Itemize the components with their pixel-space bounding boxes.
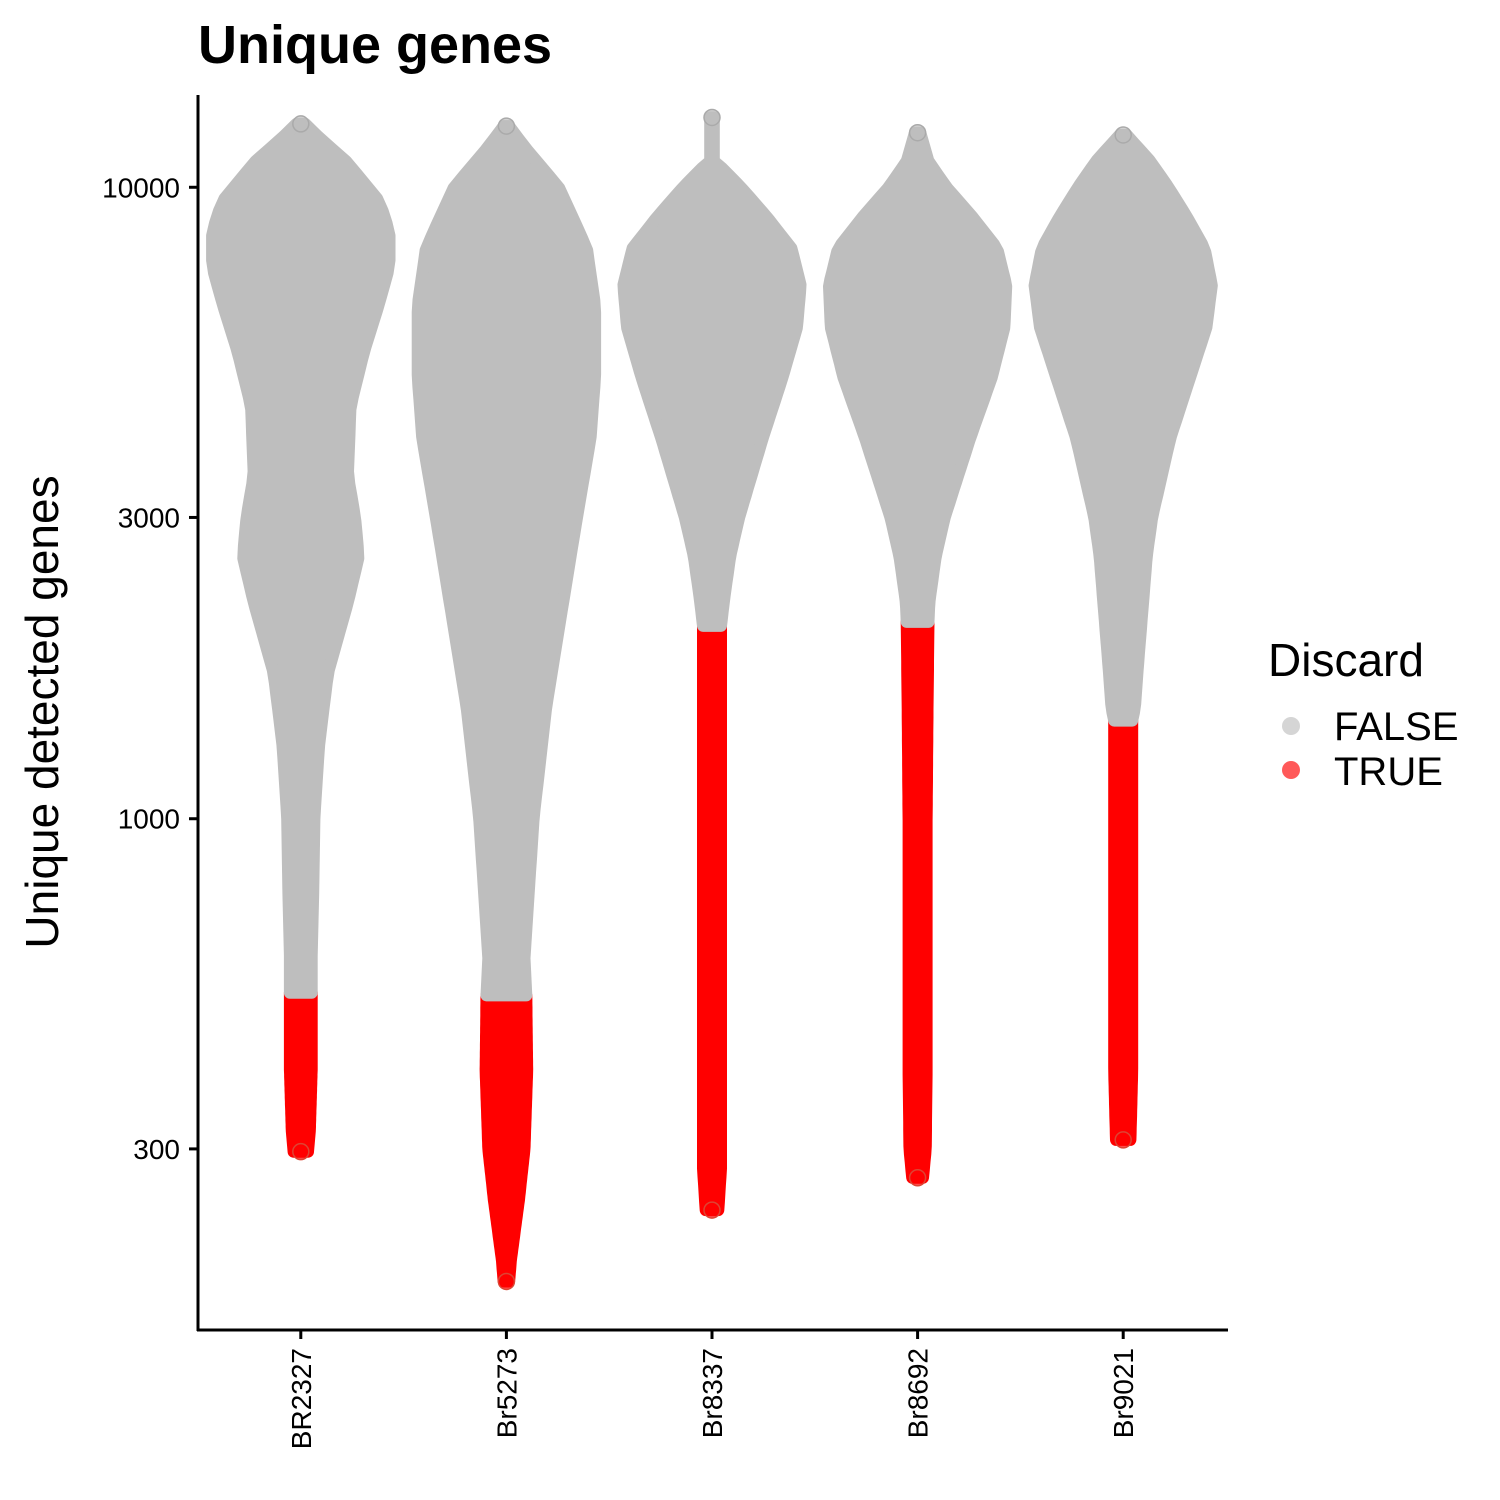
violin-discard-Br9021 <box>1108 714 1139 1146</box>
legend-title: Discard <box>1268 634 1424 686</box>
y-tick-label: 10000 <box>102 172 180 203</box>
violin-discard-Br5273 <box>479 989 534 1288</box>
max-point-Br8337 <box>703 108 721 127</box>
violin-discard-Br8337 <box>697 619 727 1217</box>
y-tick-label: 1000 <box>118 804 180 835</box>
legend-swatch-true <box>1282 761 1300 779</box>
plot-area <box>206 108 1218 1291</box>
y-tick-label: 3000 <box>118 502 180 533</box>
legend-label-true: TRUE <box>1334 750 1443 794</box>
x-axis-ticks: BR2327 Br5273 Br8337 Br8692 Br9021 <box>286 1330 1139 1449</box>
violin-BR2327 <box>206 115 396 1161</box>
max-point-Br8692 <box>908 123 927 142</box>
violin-keep-BR2327 <box>206 117 396 999</box>
violin-keep-Br9021 <box>1028 129 1218 727</box>
x-tick-label: Br9021 <box>1108 1348 1139 1438</box>
violin-Br9021 <box>1028 126 1218 1149</box>
min-point-Br9021 <box>1114 1131 1132 1149</box>
max-point-BR2327 <box>292 115 310 133</box>
x-tick-label: BR2327 <box>286 1348 317 1449</box>
legend-swatch-false <box>1282 717 1300 735</box>
violin-Br5273 <box>411 117 602 1291</box>
violin-keep-Br8337 <box>617 111 807 632</box>
violin-keep-Br8692 <box>823 126 1013 628</box>
legend-label-false: FALSE <box>1334 705 1459 749</box>
min-point-BR2327 <box>292 1142 310 1161</box>
x-tick-label: Br8692 <box>903 1348 934 1438</box>
violin-Br8337 <box>617 108 807 1219</box>
min-point-Br8692 <box>908 1169 927 1187</box>
violin-discard-Br8692 <box>900 615 935 1184</box>
x-tick-label: Br8337 <box>697 1348 728 1438</box>
violin-keep-Br5273 <box>411 120 602 1002</box>
max-point-Br5273 <box>497 117 516 135</box>
chart-title: Unique genes <box>198 15 552 75</box>
x-tick-label: Br5273 <box>491 1348 522 1438</box>
min-point-Br8337 <box>703 1201 721 1219</box>
violin-Br8692 <box>823 123 1013 1187</box>
y-axis-ticks: 300 1000 3000 10000 <box>102 172 198 1165</box>
min-point-Br5273 <box>497 1272 516 1291</box>
y-tick-label: 300 <box>133 1134 180 1165</box>
violin-discard-BR2327 <box>283 986 318 1158</box>
y-axis-title: Unique detected genes <box>16 475 68 948</box>
max-point-Br9021 <box>1114 126 1132 144</box>
legend: Discard FALSE TRUE <box>1268 634 1459 794</box>
